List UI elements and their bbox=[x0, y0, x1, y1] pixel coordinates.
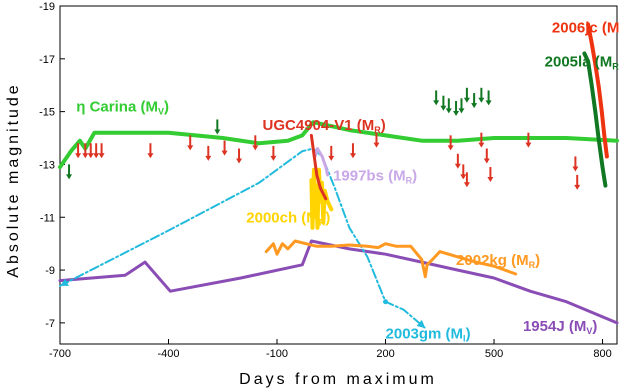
series-label-1997bs: 1997bs (MR) bbox=[333, 167, 417, 185]
upper-limit-arrowhead bbox=[214, 129, 221, 135]
chart-series bbox=[58, 22, 619, 330]
series-label-2003gm: 2003gm (MI) bbox=[386, 326, 471, 344]
upper-limit-arrowhead bbox=[433, 100, 440, 106]
y-tick-label: -17 bbox=[39, 54, 55, 66]
series-arrowhead bbox=[416, 319, 426, 329]
upper-limit-arrowhead bbox=[453, 110, 460, 116]
upper-limit-arrowhead bbox=[98, 153, 105, 159]
y-tick-label: -7 bbox=[45, 318, 55, 330]
upper-limit-arrowhead bbox=[458, 108, 465, 114]
upper-limit-arrowhead bbox=[349, 153, 356, 159]
upper-limit-arrowhead bbox=[478, 142, 485, 148]
y-tick-label: -11 bbox=[40, 212, 55, 224]
series-label-1954j: 1954J (MV) bbox=[523, 318, 597, 336]
upper-limit-arrowhead bbox=[574, 184, 581, 190]
upper-limit-arrowhead bbox=[75, 153, 82, 159]
series-label-2005la: 2005la (MR) bbox=[545, 54, 619, 72]
upper-limit-arrowhead bbox=[328, 155, 335, 161]
upper-limit-arrowhead bbox=[487, 177, 494, 182]
series-line-2002kg bbox=[264, 239, 518, 279]
upper-limit-arrowhead bbox=[236, 158, 243, 164]
upper-limit-arrowhead bbox=[485, 100, 492, 106]
upper-limit-arrows bbox=[66, 87, 581, 190]
upper-limit-arrowhead bbox=[66, 174, 73, 180]
series-label-ugc4904-v1: UGC4904-V1 (MR) bbox=[263, 117, 386, 135]
upper-limit-arrowhead bbox=[478, 97, 485, 103]
y-tick-label: -9 bbox=[45, 265, 55, 277]
x-axis-title: Days from maximum bbox=[239, 371, 437, 388]
x-tick-label: 500 bbox=[485, 348, 503, 360]
upper-limit-arrowhead bbox=[525, 142, 532, 148]
upper-limit-arrowhead bbox=[454, 163, 461, 169]
upper-limit-arrowhead bbox=[463, 182, 470, 188]
series-arrowhead bbox=[60, 278, 69, 286]
x-tick-label: -400 bbox=[157, 348, 179, 360]
series-line-ugc4904-v1 bbox=[309, 133, 328, 201]
upper-limit-arrowhead bbox=[252, 145, 259, 151]
upper-limit-arrowhead bbox=[572, 166, 579, 172]
upper-limit-arrowhead bbox=[440, 105, 447, 111]
upper-limit-arrowhead bbox=[93, 153, 100, 159]
data-point bbox=[383, 299, 389, 305]
series-label-2006jc: 2006jc (MR) bbox=[552, 19, 619, 37]
upper-limit-arrowhead bbox=[460, 174, 467, 180]
upper-limit-arrowhead bbox=[463, 97, 470, 103]
upper-limit-arrowhead bbox=[447, 145, 454, 151]
series-line-2006jc bbox=[586, 22, 609, 159]
x-tick-label: -100 bbox=[266, 348, 288, 360]
x-tick-label: 200 bbox=[376, 348, 394, 360]
series-line-1997bs bbox=[313, 147, 330, 177]
upper-limit-arrowhead bbox=[373, 142, 380, 148]
y-tick-label: -19 bbox=[39, 1, 55, 13]
x-tick-label: -700 bbox=[49, 348, 71, 360]
series-line-2000ch bbox=[309, 167, 334, 230]
upper-limit-arrowhead bbox=[87, 153, 94, 159]
series-label-carina: η Carina (MV) bbox=[76, 99, 169, 117]
y-tick-label: -13 bbox=[39, 159, 55, 171]
upper-limit-arrowhead bbox=[221, 150, 228, 156]
y-axis-title: Absolute magnitude bbox=[5, 82, 22, 277]
series-line-2003gm bbox=[59, 147, 427, 330]
chart-axes: -700 -400 -100 200 500 800 -19 -17 -15 -13 -11 -9 -7 bbox=[39, 1, 618, 360]
x-tick-label: 800 bbox=[593, 348, 611, 360]
series-label-2000ch: 2000ch (MR) bbox=[246, 210, 330, 228]
upper-limit-arrowhead bbox=[270, 155, 277, 161]
upper-limit-arrowhead bbox=[147, 153, 154, 159]
upper-limit-arrowhead bbox=[471, 103, 478, 109]
upper-limit-arrowhead bbox=[82, 153, 89, 159]
series-line-1954j bbox=[58, 239, 619, 325]
series-line-2005la bbox=[582, 51, 608, 188]
series-label-2002kg: 2002kg (MR) bbox=[456, 252, 540, 270]
upper-limit-arrowhead bbox=[483, 158, 490, 164]
plot-frame bbox=[59, 5, 618, 345]
y-tick-label: -15 bbox=[39, 107, 55, 119]
series-labels: η Carina (MV) 1954J (MV) 2003gm (MI) 2000ch… bbox=[76, 19, 619, 343]
upper-limit-arrowhead bbox=[187, 145, 194, 151]
upper-limit-arrowhead bbox=[205, 155, 212, 161]
upper-limit-arrowhead bbox=[445, 108, 452, 114]
